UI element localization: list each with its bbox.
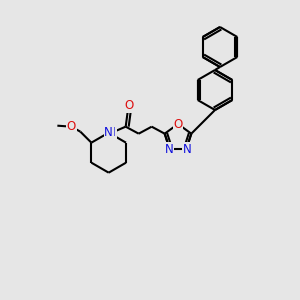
Text: O: O — [173, 118, 183, 130]
Text: N: N — [104, 126, 113, 139]
Text: O: O — [124, 99, 134, 112]
Text: N: N — [183, 143, 192, 156]
Text: N: N — [107, 126, 116, 139]
Text: O: O — [67, 120, 76, 133]
Text: N: N — [164, 143, 173, 156]
